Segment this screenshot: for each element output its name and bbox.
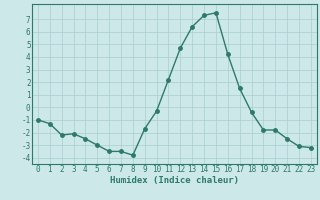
X-axis label: Humidex (Indice chaleur): Humidex (Indice chaleur) <box>110 176 239 185</box>
